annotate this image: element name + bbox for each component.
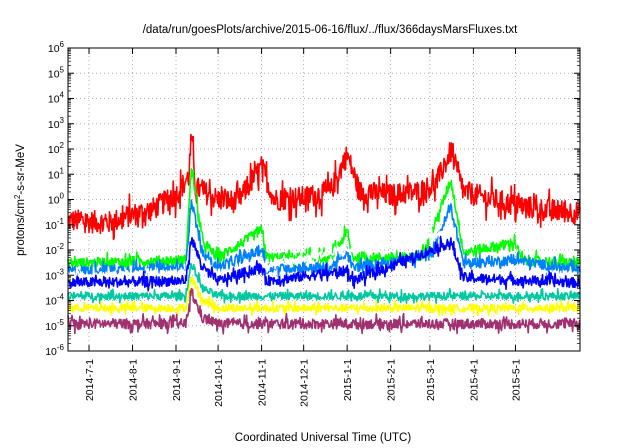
series-line-6 [67, 262, 581, 305]
y-tick-label: 10-5 [45, 318, 64, 333]
x-tick-label: 2015-5-1 [510, 359, 522, 401]
y-tick-label: 10-2 [45, 242, 64, 257]
y-tick-label: 100 [48, 192, 65, 207]
y-tick-label: 10-3 [45, 267, 64, 282]
series-line-1 [67, 133, 581, 241]
x-tick-label: 2014-10-1 [213, 359, 225, 407]
series-line-7 [67, 276, 581, 317]
y-tick-label: 103 [48, 116, 65, 131]
x-tick-label: 2014-12-1 [299, 359, 311, 407]
x-axis: 2014-7-1 2014-8-1 2014-9-1 2014-10-1 2014-11… [84, 48, 522, 407]
y-tick-label: 10-6 [45, 343, 64, 358]
series-group [67, 133, 581, 335]
y-tick-label: 105 [48, 65, 65, 80]
series-line-4 [67, 226, 581, 283]
y-tick-label: 106 [48, 40, 65, 55]
series-line-5 [67, 235, 581, 292]
x-tick-label: 2015-2-1 [386, 359, 398, 401]
y-tick-label: 10-4 [45, 293, 64, 308]
x-tick-label: 2015-3-1 [425, 359, 437, 401]
y-axis: 10-6 10-5 10-4 10-3 10-2 10-1 100 101 102 103 104 1… [45, 40, 580, 358]
x-tick-label: 2014-7-1 [84, 359, 96, 401]
x-tick-label: 2014-9-1 [171, 359, 183, 401]
chart-title: /data/run/goesPlots/archive/2015-06-16/f… [143, 24, 518, 36]
x-tick-label: 2015-4-1 [468, 359, 480, 401]
y-tick-label: 101 [48, 166, 65, 181]
y-axis-label: protons/cm2-s-sr-MeV [13, 144, 27, 256]
x-tick-label: 2014-11-1 [257, 359, 269, 406]
y-tick-label: 102 [48, 141, 65, 156]
x-axis-label: Coordinated Universal Time (UTC) [235, 432, 412, 444]
y-tick-label: 10-1 [45, 217, 64, 232]
x-tick-label: 2015-1-1 [342, 359, 354, 401]
x-tick-label: 2014-8-1 [128, 359, 140, 401]
y-tick-label: 104 [48, 91, 65, 106]
series-line-8 [67, 288, 581, 335]
